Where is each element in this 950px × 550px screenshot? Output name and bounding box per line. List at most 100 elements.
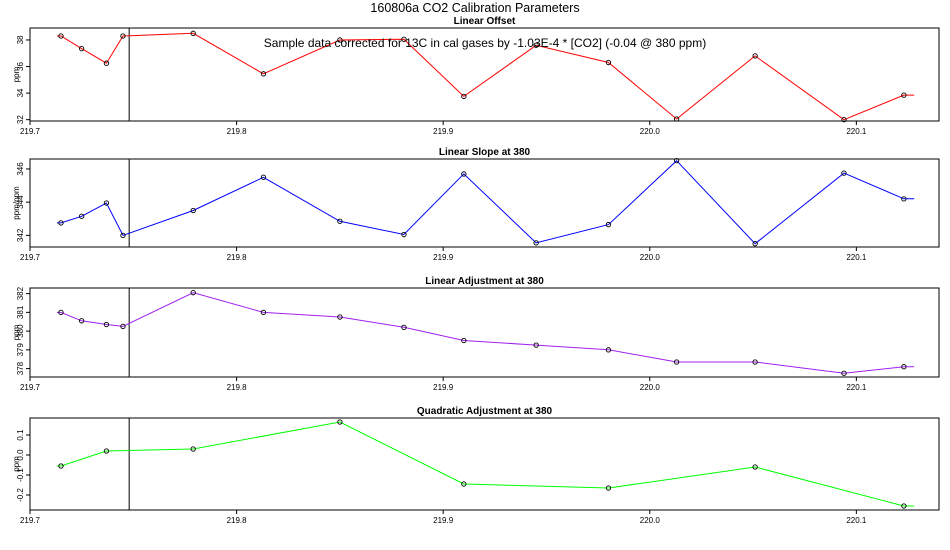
- data-point: 219.85, 342.85: [337, 218, 343, 224]
- data-point: 219.745, 380.25: [120, 323, 126, 330]
- data-point: 219.737, 36.25: [103, 60, 110, 66]
- data-point: 219.779, 343.5: [190, 207, 196, 214]
- y-tick-label: 381: [16, 305, 25, 319]
- data-point: 220.051, 378.35: [752, 359, 758, 365]
- x-tick-label: 220.0: [640, 383, 661, 392]
- data-point: 219.779, 0.03: [190, 446, 196, 452]
- data-point: 219.813, 381: [260, 309, 267, 316]
- chart-panel: Linear Offset 219.7 219.8 219.9 220.0 220.1 32…: [12, 16, 940, 136]
- data-point: 219.881, 342.05: [401, 231, 407, 238]
- data-point: 220.123, 33.85: [901, 92, 907, 98]
- data-point: 219.737, 380.35: [103, 321, 110, 328]
- data-point: 220.013, 32.05: [673, 116, 680, 122]
- data-point: 219.813, 345.5: [260, 174, 267, 180]
- data-point: 219.945, 341.55: [533, 240, 539, 246]
- plot-frame: [29, 27, 940, 122]
- data-point: 220.013, 346.5: [673, 158, 680, 164]
- x-tick-label: 219.7: [20, 383, 41, 392]
- data-point: 219.98, -0.165: [605, 485, 612, 491]
- data-point: 219.85, 380.75: [337, 314, 343, 320]
- x-tick-label: 219.9: [433, 253, 454, 262]
- x-tick-label: 219.9: [433, 127, 454, 136]
- data-point: 220.123, 344.2: [901, 196, 907, 202]
- data-point: 219.779, 38.5: [190, 30, 196, 36]
- data-point: 219.725, 380.55: [78, 318, 85, 324]
- figure-title: 160806a CO2 Calibration Parameters: [370, 1, 579, 15]
- data-point: 220.123, 378.1: [901, 364, 907, 370]
- plot-frame: [29, 417, 940, 511]
- data-point: 219.715, 381: [58, 309, 64, 316]
- series-line: [56, 421, 915, 507]
- x-tick-label: 220.0: [640, 127, 661, 136]
- x-tick-label: 219.8: [227, 383, 248, 392]
- data-point: 219.715, 342.75: [58, 220, 64, 226]
- y-tick-label: 32: [16, 115, 25, 124]
- y-axis-label: ppm: [12, 324, 21, 340]
- panel-title: Quadratic Adjustment at 380: [417, 406, 553, 417]
- data-point: 219.91, 33.75: [461, 93, 467, 100]
- data-point: 219.881, 380.2: [401, 324, 407, 330]
- y-tick-label: 378: [16, 361, 25, 375]
- y-tick-label: -0.2: [16, 488, 25, 502]
- x-tick-label: 219.7: [20, 516, 41, 525]
- y-tick-label: 382: [16, 286, 25, 300]
- x-tick-label: 220.1: [846, 516, 867, 525]
- data-point: 219.91, 379.5: [461, 337, 467, 344]
- y-tick-label: 346: [16, 162, 25, 176]
- data-point: 219.98, 36.3: [605, 59, 612, 66]
- data-point: 219.725, 343.15: [78, 213, 85, 219]
- x-tick-label: 220.1: [846, 253, 867, 262]
- data-point: 220.013, 378.35: [673, 359, 680, 365]
- data-point: 219.85, 38: [337, 37, 343, 43]
- chart-panels: Linear Offset 219.7 219.8 219.9 220.0 220.1 32…: [12, 16, 940, 525]
- correction-annotation: Sample data corrected for 13C in cal gas…: [264, 36, 706, 50]
- x-tick-label: 219.8: [227, 127, 248, 136]
- x-tick-label: 219.8: [227, 253, 248, 262]
- panel-title: Linear Slope at 380: [439, 147, 531, 158]
- data-point: 220.123, -0.255: [901, 503, 907, 509]
- data-point: 219.945, 379.25: [533, 342, 539, 348]
- data-point: 220.094, 345.75: [841, 170, 847, 176]
- x-tick-label: 219.9: [433, 516, 454, 525]
- data-point: 219.715, -0.055: [58, 463, 64, 469]
- data-point: 219.745, 342: [120, 232, 126, 239]
- data-point: 219.725, 37.35: [78, 45, 85, 52]
- data-point: 219.715, 38.3: [58, 33, 64, 39]
- series-line: [56, 292, 915, 374]
- chart-panel: Linear Adjustment at 380 219.7 219.8 219.9 2…: [12, 276, 940, 392]
- data-point: 220.094, 377.75: [841, 370, 847, 376]
- plot-frame: [29, 287, 940, 378]
- data-point: 219.881, 38.05: [401, 36, 407, 42]
- x-tick-label: 219.8: [227, 516, 248, 525]
- data-point: 219.737, 343.95: [103, 200, 110, 206]
- x-tick-label: 219.7: [20, 253, 41, 262]
- data-point: 219.745, 38.3: [120, 33, 126, 39]
- y-axis-label: ppm: [12, 66, 21, 82]
- plot-frame: [29, 158, 940, 248]
- y-tick-label: 38: [16, 35, 25, 44]
- data-point: 220.051, 341.5: [752, 241, 758, 247]
- panel-title: Linear Adjustment at 380: [425, 276, 544, 287]
- data-point: 220.051, -0.06: [752, 464, 758, 470]
- y-tick-label: 34: [16, 88, 25, 97]
- y-tick-label: 0.1: [16, 429, 25, 441]
- y-tick-label: 342: [16, 228, 25, 242]
- data-point: 219.945, 37.6: [533, 42, 539, 48]
- y-tick-label: 379: [16, 343, 25, 357]
- y-tick-label: 344: [16, 195, 25, 209]
- y-tick-label: 0.0: [16, 449, 25, 461]
- data-point: 219.98, 379: [605, 347, 612, 353]
- x-tick-label: 220.1: [846, 383, 867, 392]
- x-tick-label: 219.9: [433, 383, 454, 392]
- y-axis-label: ppm/ppm: [12, 186, 21, 220]
- chart-panel: Linear Slope at 380 219.7 219.8 219.9 220.0 2…: [12, 147, 940, 262]
- data-point: 219.98, 342.65: [605, 221, 612, 228]
- data-point: 219.737, 0.02: [103, 448, 110, 454]
- series-line: [56, 159, 915, 245]
- data-point: 219.779, 382.05: [190, 290, 196, 296]
- x-tick-label: 219.7: [20, 127, 41, 136]
- series-line: [56, 32, 915, 121]
- y-tick-label: 36: [16, 62, 25, 71]
- y-tick-label: 380: [16, 324, 25, 338]
